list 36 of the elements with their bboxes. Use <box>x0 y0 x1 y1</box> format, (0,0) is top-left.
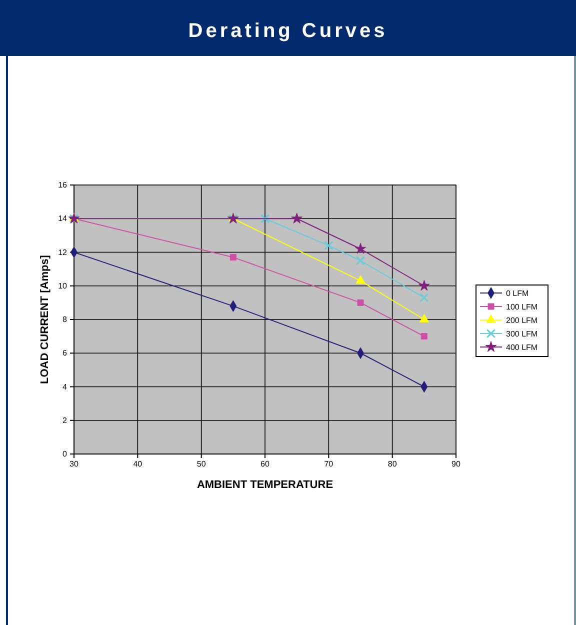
point <box>230 254 236 261</box>
y-axis-title: LOAD CURRENT [Amps] <box>39 254 51 384</box>
point <box>420 293 429 302</box>
point <box>420 333 428 340</box>
y-tick-label: 14 <box>58 214 68 224</box>
point <box>419 314 429 322</box>
point <box>357 299 364 306</box>
y-tick-label: 10 <box>58 281 68 290</box>
legend-label: 300 LFM <box>506 330 538 338</box>
x-tick-label: 90 <box>452 460 461 469</box>
x-tick-label: 70 <box>324 460 334 469</box>
x-axis-title: AMBIENT TEMPERATURE <box>196 479 334 491</box>
y-tick-label: 16 <box>58 180 68 190</box>
y-tick-label: 0 <box>62 450 68 459</box>
x-tick-label: 50 <box>196 460 206 469</box>
point <box>324 240 334 250</box>
legend-label: 100 LFM <box>506 302 538 312</box>
point <box>260 214 270 224</box>
y-tick-label: 4 <box>62 382 68 392</box>
point <box>354 242 366 254</box>
point <box>356 256 366 266</box>
x-tick-label: 60 <box>260 460 270 469</box>
point <box>356 275 366 284</box>
x-tick-label: 30 <box>70 460 79 469</box>
x-tick-label: 80 <box>388 460 398 469</box>
y-tick-label: 2 <box>62 416 68 425</box>
point <box>291 212 302 224</box>
x-tick-label: 40 <box>133 460 143 469</box>
legend-label: 400 LFM <box>506 343 538 352</box>
chart-title: Derating Curves <box>188 20 388 42</box>
y-tick-label: 8 <box>62 315 68 324</box>
point <box>418 280 430 291</box>
legend-label: 200 LFM <box>506 316 538 325</box>
legend-label: 0 LFM <box>506 289 530 298</box>
y-tick-label: 6 <box>62 348 68 358</box>
y-tick-label: 12 <box>58 248 68 257</box>
